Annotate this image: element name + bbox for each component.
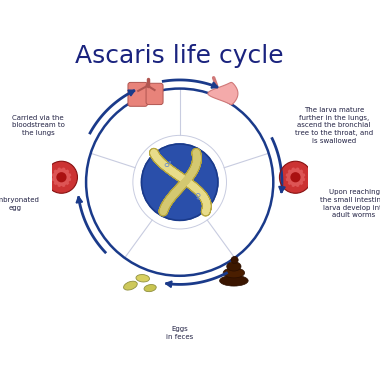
Polygon shape bbox=[76, 196, 82, 203]
Circle shape bbox=[141, 144, 218, 220]
Polygon shape bbox=[165, 281, 172, 287]
Polygon shape bbox=[208, 82, 238, 104]
Circle shape bbox=[65, 185, 68, 187]
Ellipse shape bbox=[136, 274, 149, 282]
Text: Eggs
in feces: Eggs in feces bbox=[166, 326, 193, 340]
Ellipse shape bbox=[227, 262, 241, 271]
Polygon shape bbox=[211, 82, 218, 88]
Circle shape bbox=[294, 166, 297, 169]
Circle shape bbox=[279, 161, 312, 193]
Circle shape bbox=[303, 181, 306, 184]
Circle shape bbox=[299, 185, 302, 187]
Circle shape bbox=[55, 167, 58, 170]
Circle shape bbox=[56, 172, 66, 182]
Text: Carried via the
bloodstream to
the lungs: Carried via the bloodstream to the lungs bbox=[12, 115, 65, 136]
FancyBboxPatch shape bbox=[146, 83, 163, 104]
Circle shape bbox=[294, 186, 297, 188]
Circle shape bbox=[299, 167, 302, 170]
Circle shape bbox=[55, 185, 58, 187]
Circle shape bbox=[86, 89, 273, 276]
Circle shape bbox=[50, 176, 53, 179]
FancyBboxPatch shape bbox=[128, 82, 147, 106]
Circle shape bbox=[52, 167, 71, 187]
Circle shape bbox=[304, 176, 307, 179]
Circle shape bbox=[65, 167, 68, 170]
Circle shape bbox=[284, 176, 287, 179]
Ellipse shape bbox=[144, 285, 156, 292]
Circle shape bbox=[60, 186, 63, 188]
Text: ♀: ♀ bbox=[194, 192, 200, 201]
Circle shape bbox=[286, 181, 288, 184]
Circle shape bbox=[289, 185, 292, 187]
Ellipse shape bbox=[220, 276, 248, 286]
Circle shape bbox=[46, 161, 78, 193]
Text: Embryonated
egg: Embryonated egg bbox=[0, 197, 39, 211]
Circle shape bbox=[289, 167, 292, 170]
Circle shape bbox=[290, 172, 301, 182]
Circle shape bbox=[69, 181, 71, 184]
Ellipse shape bbox=[231, 256, 238, 264]
Polygon shape bbox=[279, 187, 285, 193]
Text: Upon reaching
the small intestine,
larva develop into
adult worms: Upon reaching the small intestine, larva… bbox=[320, 189, 380, 218]
Circle shape bbox=[60, 166, 63, 169]
Ellipse shape bbox=[124, 281, 137, 290]
Text: The larva mature
further in the lungs,
ascend the bronchial
tree to the throat, : The larva mature further in the lungs, a… bbox=[295, 107, 373, 144]
Circle shape bbox=[286, 171, 288, 174]
Circle shape bbox=[69, 171, 71, 174]
Circle shape bbox=[70, 176, 73, 179]
Text: ♂: ♂ bbox=[164, 160, 171, 169]
Circle shape bbox=[285, 167, 306, 187]
Circle shape bbox=[52, 181, 54, 184]
Text: Ascaris life cycle: Ascaris life cycle bbox=[75, 44, 284, 68]
Polygon shape bbox=[128, 90, 135, 96]
Circle shape bbox=[303, 171, 306, 174]
Ellipse shape bbox=[223, 268, 245, 278]
Circle shape bbox=[52, 171, 54, 174]
